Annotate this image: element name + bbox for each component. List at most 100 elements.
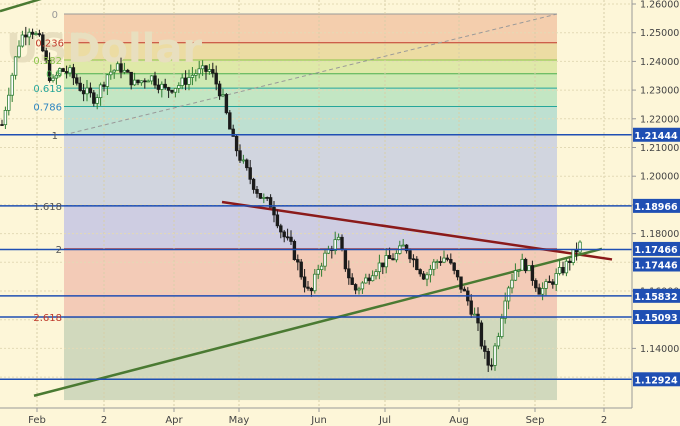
candle-body bbox=[336, 236, 341, 241]
candle-body bbox=[177, 85, 181, 89]
candle-body bbox=[248, 167, 252, 180]
candle-body bbox=[0, 124, 4, 126]
candle-body bbox=[13, 56, 18, 76]
fibonacci-labels: 0 0.236 0.382 0.5 0.618 0.786 1 1.618 2 2.618 bbox=[33, 10, 64, 324]
candle-body bbox=[527, 265, 531, 272]
candle-body bbox=[578, 241, 582, 253]
candle-body bbox=[530, 265, 535, 281]
candle-body bbox=[340, 236, 344, 250]
candle-body bbox=[160, 83, 164, 90]
candle-body bbox=[68, 67, 72, 74]
fib-label-6: 1 bbox=[52, 131, 58, 142]
candle-body bbox=[377, 262, 382, 273]
candle-body bbox=[98, 84, 103, 99]
candle-body bbox=[323, 252, 327, 267]
candle-body bbox=[71, 67, 76, 79]
candle-body bbox=[75, 77, 79, 84]
candle-body bbox=[115, 63, 120, 71]
candle-body bbox=[27, 31, 31, 38]
candle-body bbox=[180, 77, 184, 86]
candle-body bbox=[163, 83, 167, 88]
candle-body bbox=[7, 94, 11, 111]
candle-body bbox=[360, 282, 365, 290]
candle-body bbox=[425, 274, 429, 280]
candle-body bbox=[462, 288, 467, 292]
candle-body bbox=[282, 231, 286, 238]
fib-zone bbox=[64, 134, 557, 206]
candle-body bbox=[551, 281, 555, 285]
level-price-box bbox=[633, 310, 680, 325]
x-tick-label: Feb bbox=[28, 415, 46, 426]
fib-zone bbox=[64, 14, 557, 43]
x-tick-label: Jun bbox=[310, 415, 327, 426]
candle-body bbox=[289, 236, 293, 242]
candle-body bbox=[421, 273, 426, 280]
candle-body bbox=[500, 317, 504, 337]
candle-body bbox=[238, 150, 242, 161]
candle-body bbox=[313, 273, 317, 292]
fib-zone bbox=[64, 59, 557, 74]
candle-body bbox=[275, 214, 280, 227]
candle-body bbox=[540, 288, 545, 295]
candle-body bbox=[58, 68, 62, 76]
candle-body bbox=[404, 244, 409, 252]
fib-label-1: 0.236 bbox=[35, 39, 64, 50]
candle-body bbox=[54, 74, 59, 79]
candle-body bbox=[51, 77, 55, 81]
candle-body bbox=[343, 248, 348, 270]
candle-body bbox=[394, 253, 399, 261]
candle-body bbox=[438, 261, 443, 263]
x-tick-label: 2 bbox=[101, 415, 107, 426]
y-tick-label: 1.20000 bbox=[640, 172, 679, 183]
candle-body bbox=[88, 87, 93, 94]
candle-body bbox=[197, 68, 201, 75]
candle-body bbox=[126, 69, 130, 73]
candle-body bbox=[194, 73, 198, 76]
level-price-label: 1.21444 bbox=[634, 131, 678, 142]
candle-body bbox=[95, 97, 99, 104]
y-tick-label: 1.24000 bbox=[640, 57, 679, 68]
candle-body bbox=[568, 260, 572, 263]
candle-body bbox=[285, 236, 290, 239]
candle-body bbox=[170, 89, 174, 93]
candle-body bbox=[452, 262, 456, 271]
candle-body bbox=[445, 257, 450, 260]
candle-body bbox=[357, 288, 361, 291]
candle-body bbox=[112, 69, 116, 73]
level-price-box bbox=[633, 257, 680, 272]
candle-body bbox=[571, 249, 575, 263]
candle-body bbox=[367, 277, 371, 282]
candle-body bbox=[268, 197, 273, 208]
candle-body bbox=[292, 240, 297, 260]
fib-label-3: 0.5 bbox=[46, 70, 62, 81]
candle-body bbox=[183, 77, 188, 85]
y-tick-label: 1.18000 bbox=[640, 229, 679, 240]
candle-body bbox=[483, 345, 487, 352]
candle-body bbox=[387, 255, 392, 259]
level-price-label: 1.15093 bbox=[634, 313, 677, 324]
candle-body bbox=[534, 280, 538, 289]
fib-zone bbox=[64, 248, 557, 318]
fib-label-4: 0.618 bbox=[33, 84, 62, 95]
support-trendline bbox=[33, 247, 603, 397]
candle-body bbox=[401, 244, 405, 247]
candle-body bbox=[442, 257, 446, 263]
candle-body bbox=[493, 345, 497, 366]
candle-body bbox=[30, 31, 35, 35]
fib-diagonal bbox=[63, 13, 558, 136]
candle-body bbox=[513, 270, 518, 281]
candle-body bbox=[564, 260, 569, 274]
candle-body bbox=[299, 261, 303, 278]
fib-label-8: 2 bbox=[56, 245, 62, 256]
candle-body bbox=[510, 279, 514, 289]
candle-body bbox=[245, 159, 249, 169]
candle-body bbox=[374, 271, 378, 277]
x-axis: Feb 2 Apr May Jun Jul Aug Sep 2 bbox=[0, 407, 680, 426]
level-price-box bbox=[633, 372, 680, 387]
y-axis-background bbox=[632, 0, 680, 426]
candle-body bbox=[61, 68, 65, 72]
candle-body bbox=[190, 74, 195, 78]
y-tick-label: 1.26000 bbox=[640, 0, 679, 11]
candle-body bbox=[214, 72, 218, 85]
